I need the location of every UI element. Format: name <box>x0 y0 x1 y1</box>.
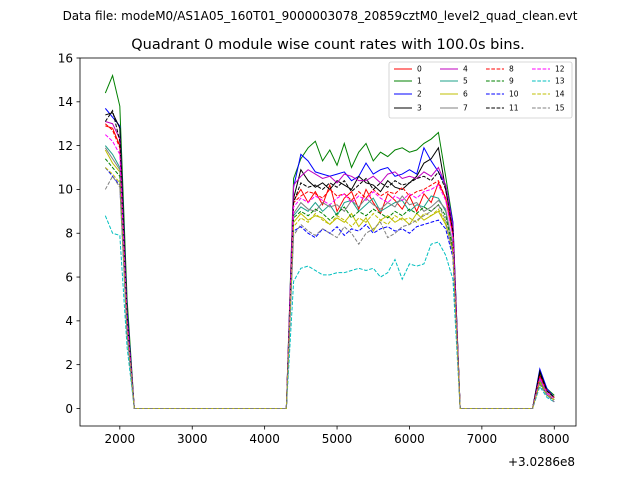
legend-label-0: 0 <box>417 65 422 74</box>
legend-label-4: 4 <box>463 65 468 74</box>
series-line-4 <box>105 121 555 409</box>
y-tick-label: 16 <box>58 51 73 65</box>
y-tick-label: 6 <box>65 270 73 284</box>
legend-label-8: 8 <box>509 65 514 74</box>
series-line-15 <box>104 175 555 409</box>
legend-label-7: 7 <box>463 104 468 113</box>
legend-label-3: 3 <box>417 104 422 113</box>
legend-label-9: 9 <box>509 77 514 86</box>
data-file-suptitle: Data file: modeM0/AS1A05_160T01_90000030… <box>63 9 578 23</box>
legend-label-14: 14 <box>555 90 565 99</box>
series-line-10 <box>104 167 555 409</box>
legend-label-6: 6 <box>463 90 468 99</box>
series-line-3 <box>105 112 555 409</box>
legend-label-13: 13 <box>555 77 565 86</box>
legend-label-5: 5 <box>463 77 468 86</box>
series-line-13 <box>104 215 555 409</box>
x-axis-ticks: 2000 3000 4000 5000 6000 7000 8000 <box>105 426 570 446</box>
y-tick-label: 12 <box>58 139 73 153</box>
legend-label-1: 1 <box>417 77 422 86</box>
series-line-12 <box>105 134 555 409</box>
x-tick-label: 5000 <box>322 432 353 446</box>
series-line-8 <box>105 123 555 409</box>
x-axis-offset-label: +3.0286e8 <box>508 455 575 469</box>
plot-lines <box>104 73 555 409</box>
legend-label-11: 11 <box>509 104 519 113</box>
series-line-0 <box>105 125 555 409</box>
y-tick-label: 14 <box>58 95 73 109</box>
chart-title: Quadrant 0 module wise count rates with … <box>131 37 525 53</box>
y-tick-label: 0 <box>65 402 73 416</box>
legend-label-15: 15 <box>555 104 565 113</box>
x-tick-label: 8000 <box>539 432 570 446</box>
x-tick-label: 4000 <box>249 432 280 446</box>
x-tick-label: 3000 <box>177 432 208 446</box>
legend-label-2: 2 <box>417 90 422 99</box>
x-tick-label: 7000 <box>467 432 498 446</box>
legend-label-10: 10 <box>509 90 519 99</box>
y-tick-label: 10 <box>58 183 73 197</box>
series-line-1 <box>104 73 555 409</box>
series-line-11 <box>104 109 555 409</box>
series-line-14 <box>105 167 555 409</box>
legend-box <box>388 61 573 119</box>
series-line-9 <box>104 158 555 409</box>
x-tick-label: 6000 <box>394 432 425 446</box>
axes-frame <box>79 57 577 427</box>
legend-label-12: 12 <box>555 65 565 74</box>
y-tick-label: 2 <box>65 358 73 372</box>
y-axis-ticks: 0 2 4 6 8 10 12 14 16 <box>58 51 80 416</box>
series-line-2 <box>104 108 555 409</box>
y-tick-label: 8 <box>65 227 73 241</box>
y-tick-label: 4 <box>65 314 73 328</box>
x-tick-label: 2000 <box>105 432 136 446</box>
